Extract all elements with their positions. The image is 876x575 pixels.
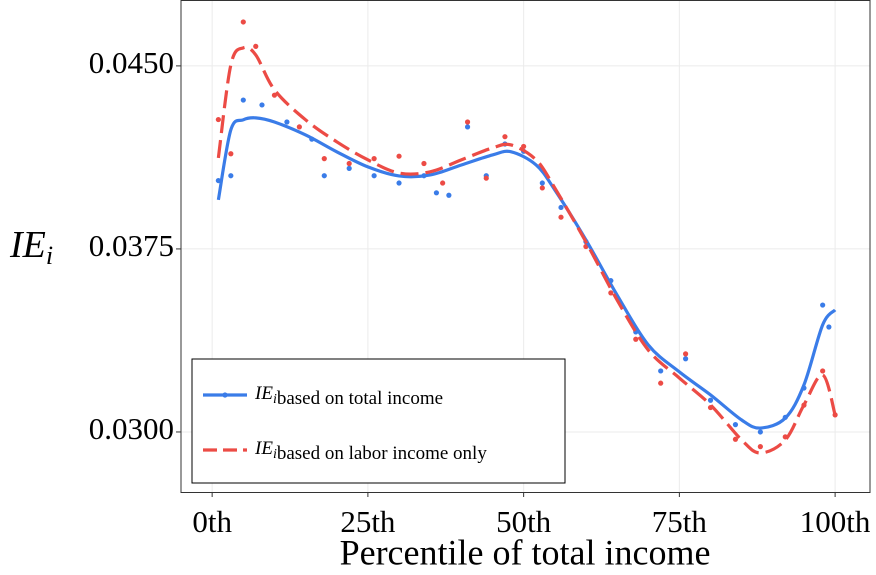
data-point (296, 124, 302, 130)
data-point (521, 143, 527, 150)
legend-sub: i (273, 447, 277, 462)
series-line (216, 116, 837, 430)
y-label-sub: i (46, 241, 53, 270)
legend-box (191, 358, 566, 484)
data-point (757, 429, 763, 435)
y-label-symbol: IE (9, 224, 46, 266)
y-axis-label: IEi (9, 224, 53, 270)
data-point (826, 324, 832, 330)
data-point (346, 160, 352, 167)
data-point (502, 134, 508, 140)
x-axis-label: Percentile of total income (340, 532, 711, 572)
data-point (820, 368, 826, 374)
plot-frame (180, 0, 871, 493)
data-point (346, 165, 352, 171)
x-tick-label: 100th (800, 504, 871, 539)
legend-symbol: IE (254, 438, 273, 459)
data-point (732, 436, 739, 442)
data-point (421, 160, 427, 167)
data-point (732, 422, 739, 428)
data-point (228, 173, 234, 179)
data-point (371, 156, 377, 162)
legend-sub: i (273, 392, 277, 407)
data-point (820, 302, 826, 308)
data-point (215, 116, 221, 123)
data-point (464, 124, 471, 130)
data-point (396, 180, 402, 186)
x-tick-label: 25th (340, 504, 396, 539)
data-point (464, 119, 471, 125)
data-point (633, 336, 639, 342)
data-point (440, 180, 446, 186)
data-point (483, 175, 489, 181)
data-point (658, 368, 664, 374)
data-point (707, 397, 714, 403)
y-tick-label: 0.0375 (89, 228, 174, 263)
data-point (757, 444, 763, 450)
legend-symbol: IE (254, 383, 273, 404)
x-tick-label: 0th (192, 504, 232, 539)
y-tick-label: 0.0300 (89, 411, 174, 446)
data-point (396, 153, 402, 159)
data-point (259, 102, 265, 108)
data-point (284, 119, 290, 125)
data-point (253, 43, 259, 49)
data-point (321, 173, 327, 179)
data-point (658, 380, 664, 386)
data-point (539, 180, 545, 186)
legend-label: IEibased on labor income only (254, 438, 487, 464)
series-line (216, 45, 837, 455)
data-point (683, 356, 689, 362)
data-point (558, 214, 564, 220)
legend-name: based on total income (277, 388, 443, 409)
data-point (539, 185, 545, 191)
y-tick-label: 0.0450 (89, 45, 174, 80)
data-point (240, 97, 246, 103)
legend-dot (222, 392, 228, 398)
legend-name: based on labor income only (277, 443, 488, 464)
data-point (683, 351, 689, 357)
data-point (433, 190, 440, 196)
x-tick-label: 50th (496, 504, 552, 539)
legend-label: IEibased on total income (254, 383, 443, 409)
data-point (446, 192, 452, 198)
data-point (321, 156, 327, 162)
data-point (240, 19, 246, 25)
data-point (608, 290, 614, 296)
data-point (558, 204, 564, 211)
x-tick-label: 75th (652, 504, 708, 539)
data-point (371, 173, 377, 179)
data-point (228, 151, 234, 157)
